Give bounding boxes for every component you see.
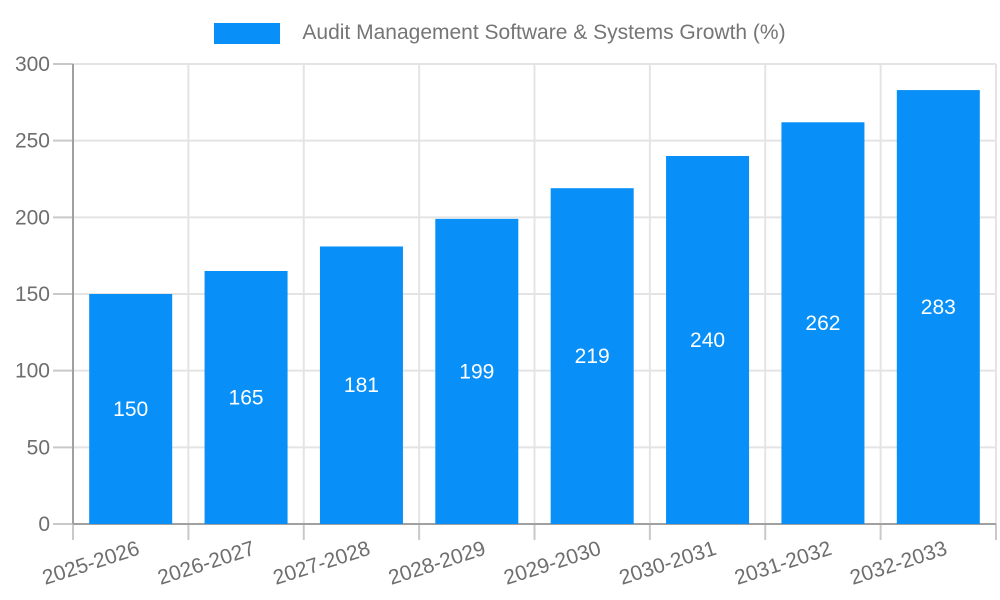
x-axis-tick-label: 2028-2029: [386, 537, 489, 590]
y-axis-tick-label: 250: [15, 130, 50, 153]
bar: [204, 271, 288, 524]
y-axis-tick-label: 0: [38, 513, 50, 536]
x-axis-tick-label: 2025-2026: [40, 537, 143, 590]
y-axis-tick-label: 50: [27, 436, 50, 459]
bar-value-label: 150: [113, 398, 148, 421]
bar-value-label: 283: [921, 296, 956, 319]
bar: [896, 90, 980, 525]
bar-value-label: 165: [229, 387, 264, 410]
bar: [89, 294, 173, 524]
x-axis-tick-label: 2026-2027: [155, 537, 258, 590]
x-axis-tick-label: 2027-2028: [270, 537, 373, 590]
x-axis-tick-label: 2031-2032: [732, 537, 835, 590]
y-axis-tick-label: 200: [15, 206, 50, 229]
y-axis-tick-label: 150: [15, 283, 50, 306]
bar-value-label: 219: [575, 345, 610, 368]
bar: [319, 246, 403, 524]
bar-value-label: 262: [805, 312, 840, 335]
bar-value-label: 181: [344, 374, 379, 397]
y-axis-tick-label: 100: [15, 360, 50, 383]
y-axis-tick-label: 300: [15, 53, 50, 76]
bar: [781, 122, 865, 525]
bar: [666, 156, 750, 524]
bar: [550, 188, 634, 524]
bar-value-label: 199: [459, 360, 494, 383]
x-axis-tick-label: 2030-2031: [616, 537, 719, 590]
x-axis-tick-label: 2032-2033: [847, 537, 950, 590]
x-axis-tick-label: 2029-2030: [501, 537, 604, 590]
bar-value-label: 240: [690, 329, 725, 352]
bar: [435, 218, 519, 524]
